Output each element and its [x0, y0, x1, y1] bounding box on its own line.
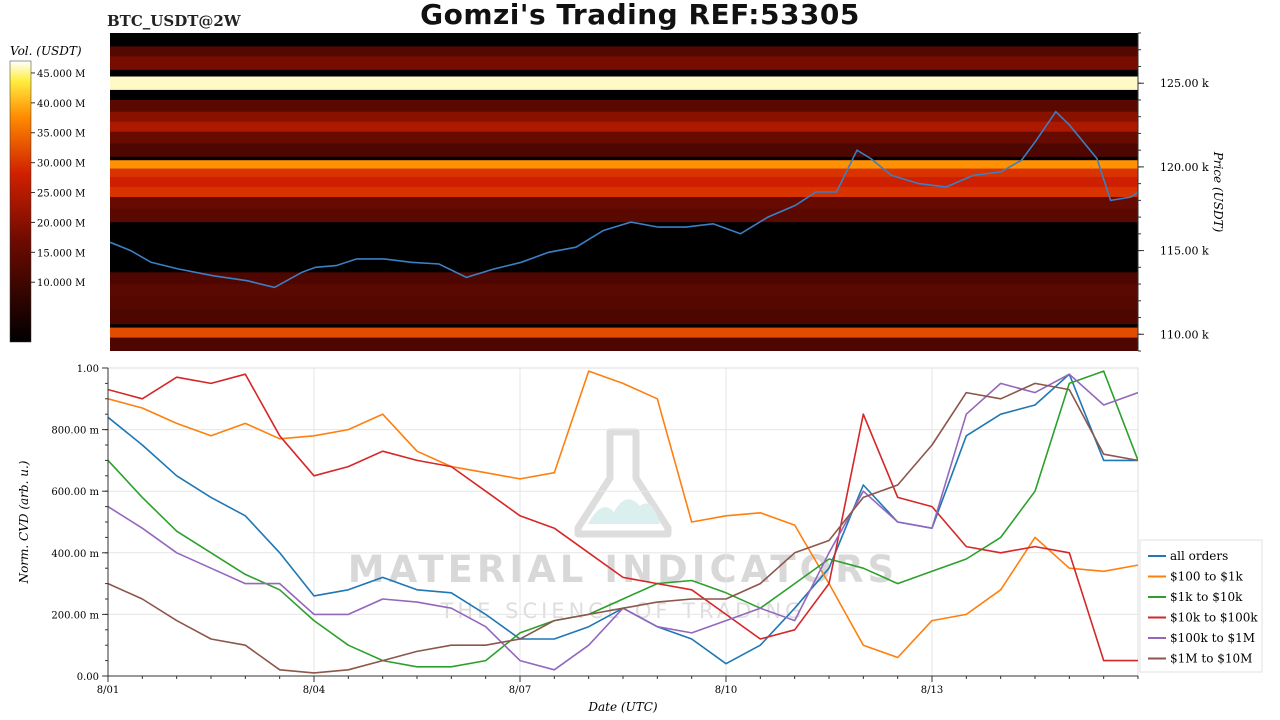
cvd-x-tick-label: 8/13	[921, 685, 943, 696]
legend-label: all orders	[1170, 549, 1228, 563]
cvd-y-tick-label: 0.00	[77, 672, 99, 683]
heatmap-band	[110, 99, 1138, 114]
heatmap-band	[110, 56, 1138, 70]
cvd-series-line	[108, 382, 1138, 674]
cvd-series-line	[108, 370, 1138, 668]
price-line	[110, 110, 1138, 289]
cvd-y-tick-label: 600.00 m	[51, 487, 99, 498]
heatmap-band	[110, 76, 1138, 90]
heatmap-band	[110, 310, 1138, 325]
cvd-panel: 0.00 200.00 m 400.00 m 600.00 m 800.00 m 1.00…	[17, 364, 1139, 714]
colorbar-tick-label: 25.000 M	[37, 189, 85, 200]
heatmap-band	[110, 131, 1138, 146]
price-tick-label: 125.00 k	[1160, 77, 1209, 90]
legend-label: $100k to $1M	[1170, 631, 1255, 645]
heatmap-panel: 110.00 k 115.00 k 120.00 k 125.00 k Price (…	[110, 32, 1225, 352]
price-tick-label: 115.00 k	[1160, 245, 1209, 258]
cvd-x-tick-label: 8/07	[509, 685, 531, 696]
cvd-series-line	[108, 373, 1138, 662]
price-tick-label: 110.00 k	[1160, 328, 1209, 341]
legend-label: $100 to $1k	[1170, 570, 1243, 584]
cvd-series-line	[108, 370, 1138, 659]
colorbar: Vol. (USDT) 10.000 M 15.000 M 20.000 M 25.0…	[9, 44, 85, 343]
cvd-y-tick-label: 400.00 m	[51, 549, 99, 560]
colorbar-gradient	[9, 60, 32, 343]
cvd-x-tick-label: 8/01	[97, 685, 119, 696]
cvd-y-tick-label: 800.00 m	[51, 426, 99, 437]
heatmap-band	[110, 143, 1138, 157]
heatmap-band	[110, 297, 1138, 311]
watermark-name: MATERIAL INDICATORS	[348, 548, 898, 591]
colorbar-tick-label: 15.000 M	[37, 248, 85, 259]
heatmap-band	[110, 208, 1138, 223]
legend-label: $1k to $10k	[1170, 590, 1243, 604]
cvd-y-tick-label: 200.00 m	[51, 610, 99, 621]
price-axis-label: Price (USDT)	[1211, 151, 1225, 233]
flask-icon	[574, 428, 672, 538]
colorbar-tick-label: 40.000 M	[37, 99, 85, 110]
legend-label: $10k to $100k	[1170, 611, 1258, 625]
price-tick-label: 120.00 k	[1160, 161, 1209, 174]
heatmap-band	[110, 284, 1138, 298]
heatmap-band	[110, 337, 1138, 351]
colorbar-tick-label: 45.000 M	[37, 69, 85, 80]
heatmap-band	[110, 197, 1138, 211]
x-axis-label: Date (UTC)	[587, 700, 657, 714]
watermark: MATERIAL INDICATORS THE SCIENCE OF TRADI…	[348, 428, 898, 623]
colorbar-tick-label: 10.000 M	[37, 278, 85, 289]
cvd-x-tick-label: 8/10	[715, 685, 737, 696]
legend: all orders $100 to $1k $1k to $10k $10k to …	[1139, 539, 1263, 673]
heatmap-band	[110, 272, 1138, 286]
cvd-y-axis-label: Norm. CVD (arb. u.)	[17, 460, 31, 584]
ticker-label: BTC_USDT@2W	[107, 12, 241, 30]
chart-title: Gomzi's Trading REF:53305	[420, 0, 860, 31]
colorbar-tick-label: 20.000 M	[37, 218, 85, 229]
colorbar-label: Vol. (USDT)	[10, 44, 82, 58]
cvd-x-tick-label: 8/04	[303, 685, 325, 696]
colorbar-tick-label: 35.000 M	[37, 129, 85, 140]
cvd-y-tick-label: 1.00	[77, 364, 99, 375]
legend-box	[1139, 539, 1263, 673]
colorbar-tick-label: 30.000 M	[37, 159, 85, 170]
legend-label: $1M to $10M	[1170, 652, 1252, 666]
